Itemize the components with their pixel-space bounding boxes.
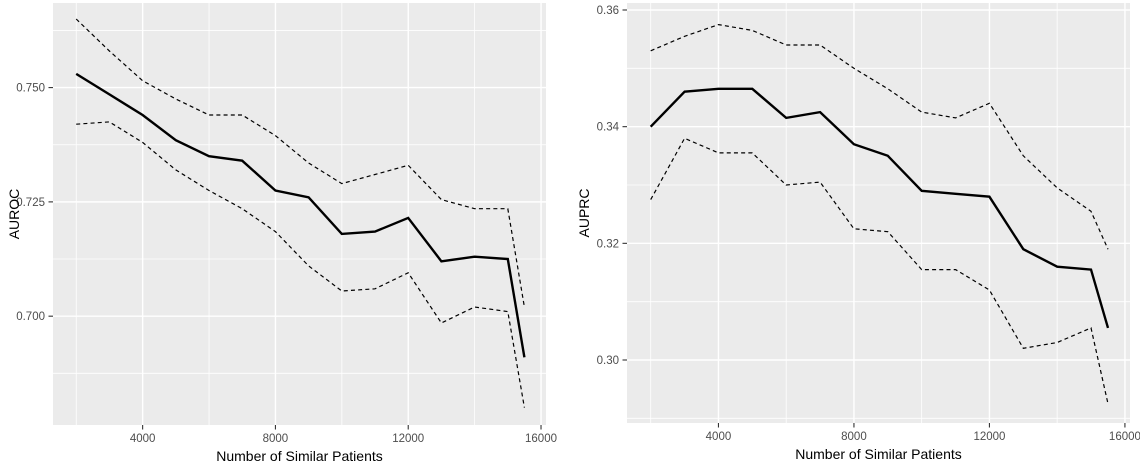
y-tick-label: 0.32 (597, 238, 619, 250)
x-tick-label: 16000 (1109, 431, 1140, 443)
auprc-plot-svg: 4000 8000 12000 16000 0.30 0.32 0.34 0.36 (597, 3, 1140, 443)
y-tick-label: 0.34 (597, 122, 620, 134)
auprc-upper-ci-line (650, 23, 1109, 250)
y-tick-label: 0.30 (597, 355, 619, 367)
auprc-y-axis-title: AUPRC (576, 188, 592, 238)
auroc-x-axis-title: Number of Similar Patients (216, 448, 383, 462)
auprc-chart: 4000 8000 12000 16000 0.30 0.32 0.34 0.36 AUPRC… (570, 0, 1140, 462)
auprc-lower-ci-line (650, 137, 1109, 404)
x-tick-label: 4000 (130, 433, 156, 445)
auroc-upper-ci-line (75, 18, 525, 308)
auroc-chart: 4000 8000 12000 16000 0.700 0.725 0.750 AUROC … (6, 3, 557, 462)
x-tick-label: 12000 (392, 433, 424, 445)
x-tick-label: 16000 (525, 433, 557, 445)
auroc-mean-line (75, 72, 526, 358)
plot-panel (53, 3, 546, 425)
auprc-mean-line (649, 87, 1110, 329)
y-tick-label: 0.750 (16, 83, 45, 95)
plot-panel (627, 3, 1130, 423)
auroc-y-axis-title: AUROC (6, 188, 22, 240)
x-tick-label: 8000 (263, 433, 289, 445)
auroc-plot-svg: 4000 8000 12000 16000 0.700 0.725 0.750 (16, 3, 557, 445)
y-tick-label: 0.725 (16, 197, 45, 209)
x-tick-label: 12000 (973, 431, 1005, 443)
x-tick-label: 4000 (706, 431, 732, 443)
y-tick-label: 0.700 (16, 311, 45, 323)
auprc-x-axis-title: Number of Similar Patients (795, 446, 962, 462)
x-tick-label: 8000 (841, 431, 867, 443)
y-tick-label: 0.36 (597, 5, 619, 17)
auroc-lower-ci-line (76, 121, 525, 408)
